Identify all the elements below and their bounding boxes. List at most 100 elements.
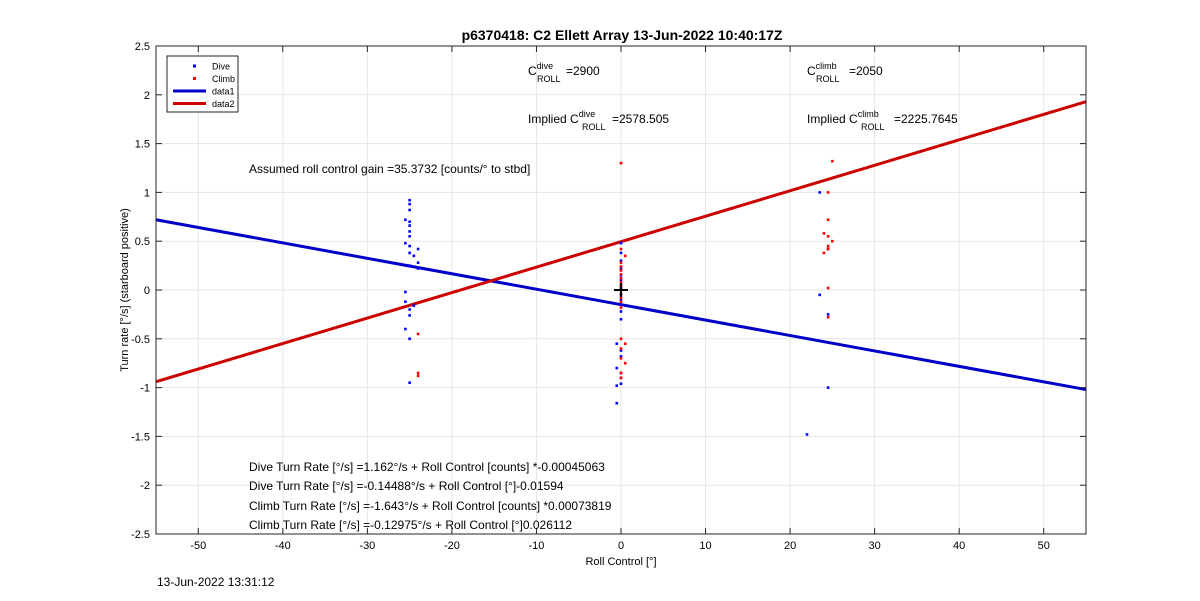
point-climb [416, 371, 420, 375]
x-tick-label: 30 [869, 540, 881, 552]
point-dive [408, 224, 411, 227]
point-climb [822, 232, 826, 235]
y-axis-label: Turn rate [°/s] (starboard positive) [119, 208, 131, 372]
annotation-eq4: Climb Turn Rate [°/s] =-0.12975°/s + Rol… [249, 518, 572, 532]
point-dive [412, 304, 416, 307]
point-climb [619, 306, 623, 309]
point-climb [619, 357, 623, 360]
point-dive [615, 342, 619, 345]
point-dive [416, 267, 420, 270]
annotation-gain: Assumed roll control gain =35.3732 [coun… [249, 162, 530, 176]
y-tick-label: 2 [144, 90, 150, 102]
point-climb [831, 159, 834, 163]
y-tick-label: -2.5 [131, 529, 150, 541]
x-tick-label: 0 [618, 540, 624, 552]
point-dive [408, 314, 411, 317]
y-tick-label: 1 [144, 187, 150, 199]
point-climb [619, 347, 623, 350]
implied-dive-value: =2578.505 [612, 112, 669, 126]
c-climb-sup: climb [816, 61, 837, 71]
c-climb-base: C [807, 64, 816, 78]
annotation-eq3: Climb Turn Rate [°/s] =-1.643°/s + Roll … [249, 499, 612, 513]
footer-timestamp: 13-Jun-2022 13:31:12 [157, 575, 275, 589]
implied-dive-sup: dive [579, 109, 596, 119]
point-dive [619, 382, 623, 385]
x-tick-label: 40 [953, 540, 965, 552]
point-dive [619, 355, 623, 358]
x-tick-label: 50 [1038, 540, 1050, 552]
legend-label-data1: data1 [212, 87, 235, 97]
point-dive [416, 261, 420, 264]
point-climb [619, 247, 623, 251]
y-tick-label: -1.5 [131, 431, 150, 443]
annotation-eq1: Dive Turn Rate [°/s] =1.162°/s + Roll Co… [249, 460, 605, 474]
y-tick-label: 1.5 [135, 139, 150, 151]
point-dive [408, 337, 411, 341]
point-dive [416, 247, 420, 251]
point-dive [408, 264, 411, 267]
c-dive-value: =2900 [566, 64, 600, 78]
x-axis-label: Roll Control [°] [585, 556, 656, 568]
y-tick-label: -0.5 [131, 334, 150, 346]
point-climb [826, 244, 830, 248]
y-tick-label: -1 [140, 383, 150, 395]
point-climb [619, 300, 623, 304]
point-dive [619, 267, 623, 270]
point-dive [619, 278, 623, 282]
c-dive-base: C [528, 64, 537, 78]
point-dive [619, 259, 623, 263]
point-climb [619, 161, 623, 165]
point-dive [615, 366, 619, 370]
point-dive [826, 313, 830, 316]
point-dive [408, 251, 411, 255]
point-climb [826, 218, 830, 222]
point-dive [408, 230, 411, 233]
point-climb [826, 286, 830, 290]
point-dive [805, 433, 809, 436]
point-climb [619, 276, 623, 280]
implied-climb-value: =2225.7645 [894, 112, 958, 126]
implied-climb-sup: climb [858, 109, 879, 119]
point-climb [826, 191, 830, 194]
annotation-implied-dive: Implied Cdive ROLL =2578.505 [528, 109, 669, 132]
annotation-c-dive: Cdive ROLL =2900 [528, 61, 600, 84]
y-tick-label: -2 [140, 480, 150, 492]
point-dive [619, 251, 623, 255]
implied-climb-sub: ROLL [861, 122, 885, 132]
point-dive [404, 300, 407, 304]
point-dive [818, 191, 821, 194]
c-climb-value: =2050 [849, 64, 883, 78]
point-dive [404, 241, 407, 245]
x-tick-label: -40 [275, 540, 291, 552]
point-dive [408, 308, 411, 311]
implied-dive-prefix: Implied [528, 112, 570, 126]
legend: Dive Climb data1 data2 [166, 55, 239, 113]
point-climb [619, 337, 623, 341]
point-dive [619, 303, 623, 306]
legend-label-climb: Climb [212, 74, 235, 84]
legend-marker-climb [193, 77, 196, 80]
x-tick-label: 20 [784, 540, 796, 552]
point-dive [404, 290, 407, 294]
x-tick-label: -20 [444, 540, 460, 552]
point-climb [619, 371, 623, 375]
implied-climb-prefix: Implied [807, 112, 849, 126]
point-climb [623, 342, 627, 345]
origin-marker [614, 283, 628, 297]
y-tick-label: 2.5 [135, 41, 150, 53]
implied-dive-base: C [570, 112, 579, 126]
c-climb-sub: ROLL [816, 74, 840, 84]
series-line-data2 [155, 100, 1087, 384]
point-dive [408, 198, 411, 202]
annotation-implied-climb: Implied Cclimb ROLL =2225.7645 [807, 109, 958, 132]
point-dive [826, 386, 830, 389]
point-dive [408, 208, 411, 212]
chart-title: p6370418: C2 Ellett Array 13-Jun-2022 10… [462, 27, 783, 43]
point-climb [831, 239, 834, 243]
point-dive [408, 235, 411, 238]
c-dive-sup: dive [537, 61, 554, 71]
point-dive [619, 349, 623, 352]
point-dive [615, 384, 619, 387]
annotation-eq2: Dive Turn Rate [°/s] =-0.14488°/s + Roll… [249, 479, 564, 493]
